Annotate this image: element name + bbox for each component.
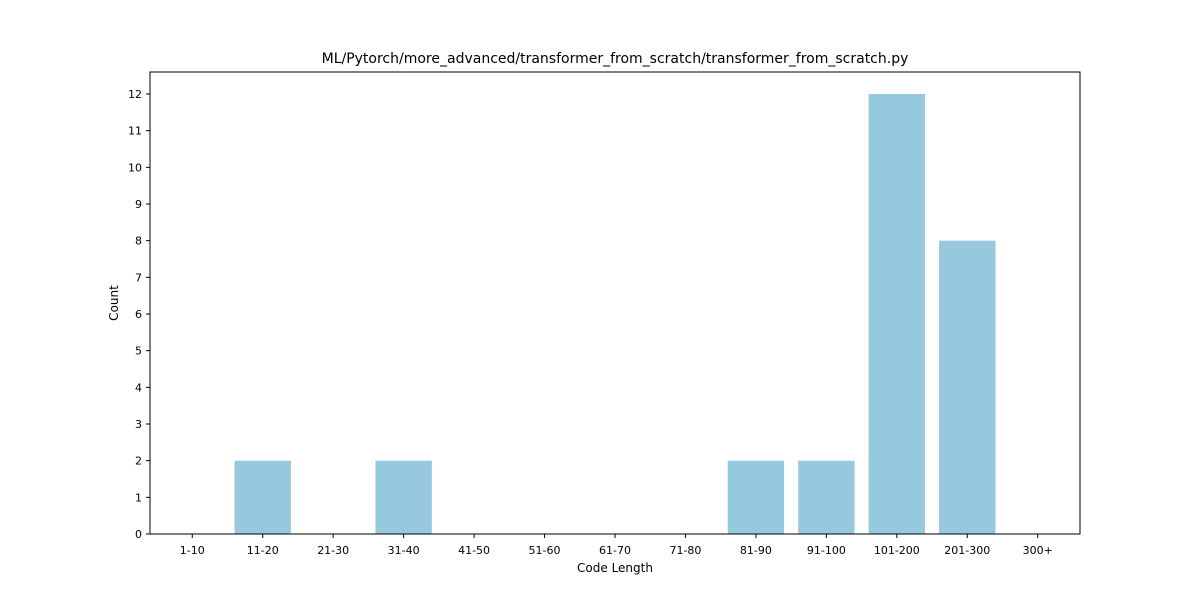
y-tick-label: 7 (135, 271, 142, 284)
x-tick-label: 71-80 (669, 544, 701, 557)
bar-101-200 (868, 94, 925, 534)
bar-11-20 (234, 460, 291, 534)
y-tick-label: 2 (135, 455, 142, 468)
bar-91-100 (798, 460, 855, 534)
y-tick-label: 5 (135, 345, 142, 358)
y-tick-label: 0 (135, 528, 142, 541)
x-tick-label: 61-70 (599, 544, 631, 557)
x-tick-label: 300+ (1023, 544, 1053, 557)
y-tick-label: 11 (128, 125, 142, 138)
x-tick-label: 11-20 (247, 544, 279, 557)
y-tick-label: 12 (128, 88, 142, 101)
x-tick-label: 81-90 (740, 544, 772, 557)
bar-81-90 (727, 460, 785, 534)
y-tick-label: 3 (135, 418, 142, 431)
x-tick-label: 41-50 (458, 544, 490, 557)
y-tick-label: 10 (128, 161, 142, 174)
y-tick-label: 6 (135, 308, 142, 321)
y-tick-label: 4 (135, 381, 142, 394)
x-tick-label: 91-100 (807, 544, 846, 557)
y-tick-label: 1 (135, 491, 142, 504)
bar-31-40 (375, 460, 432, 534)
x-tick-label: 51-60 (529, 544, 561, 557)
x-axis: 1-10 11-20 21-30 31-40 41-50 51-60 61-70 71-80 8… (180, 534, 1053, 557)
chart-title: ML/Pytorch/more_advanced/transformer_fro… (322, 51, 909, 67)
bar-201-300 (939, 240, 996, 534)
y-tick-label: 9 (135, 198, 142, 211)
x-tick-label: 31-40 (388, 544, 420, 557)
x-tick-label: 21-30 (317, 544, 349, 557)
bars-group (234, 94, 996, 534)
x-tick-label: 201-300 (944, 544, 990, 557)
x-axis-label: Code Length (577, 561, 653, 575)
x-tick-label: 1-10 (180, 544, 205, 557)
y-axis-label: Count (107, 285, 121, 321)
y-tick-label: 8 (135, 235, 142, 248)
x-tick-label: 101-200 (874, 544, 920, 557)
